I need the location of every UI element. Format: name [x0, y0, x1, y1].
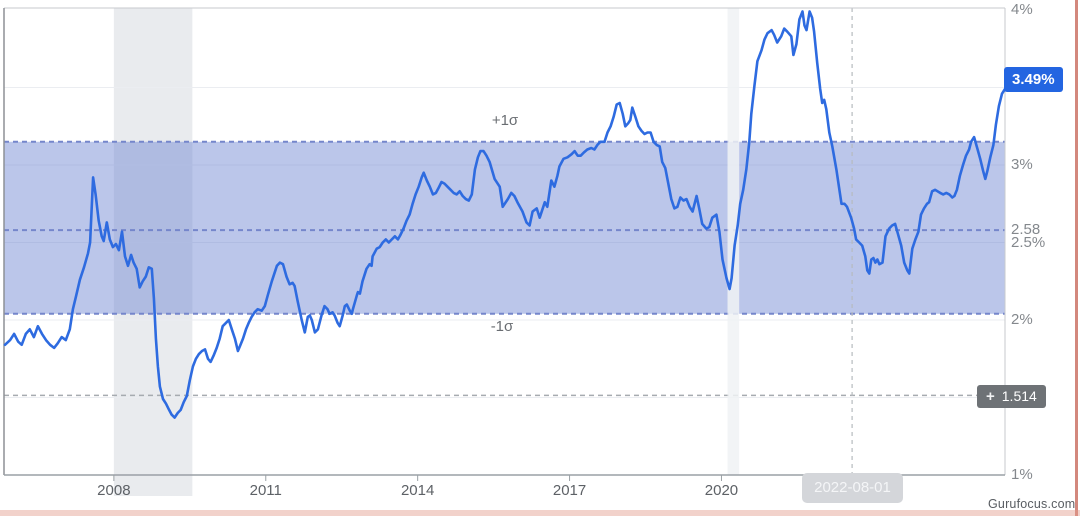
watermark: Gurufocus.com: [988, 497, 1076, 511]
marker-value-label: 1.514: [1001, 388, 1037, 404]
plus-icon[interactable]: +: [986, 388, 995, 405]
hover-date-badge: 2022-08-01: [802, 473, 903, 503]
value-line: [3, 10, 1007, 419]
video-edge-bottom: [0, 510, 1080, 516]
current-value-badge: 3.49%: [1004, 67, 1063, 92]
recession-band-2020: [727, 8, 740, 475]
minus-sigma-label: -1σ: [490, 318, 514, 335]
sigma-band: [4, 141, 1005, 314]
plus-sigma-label: +1σ: [491, 112, 519, 129]
video-edge-right: [1075, 0, 1078, 516]
recession-band-2008: [113, 8, 193, 496]
marker-value-badge: + 1.514: [977, 385, 1046, 408]
